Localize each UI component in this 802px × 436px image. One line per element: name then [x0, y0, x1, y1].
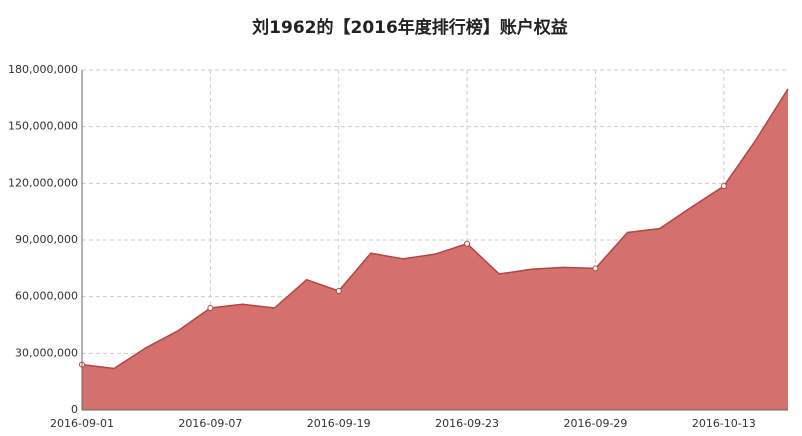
- line: [81, 88, 789, 370]
- point: [720, 183, 727, 190]
- y-tick-label: 30,000,000: [15, 346, 78, 359]
- x-tick-label: 2016-09-01: [50, 417, 114, 430]
- x-tick-label: 2016-09-23: [435, 417, 499, 430]
- point: [335, 288, 342, 294]
- point: [207, 305, 214, 311]
- x-tick-label: 2016-09-19: [307, 417, 371, 430]
- chart-title: 刘1962的【2016年度排行榜】账户权益: [252, 17, 568, 38]
- y-tick-label: 150,000,000: [8, 120, 78, 133]
- y-tick-label: 180,000,000: [8, 63, 78, 76]
- x-tick-label: 2016-10-13: [692, 417, 756, 430]
- x-tick-label: 2016-09-07: [178, 417, 242, 430]
- y-tick-label: 90,000,000: [15, 233, 78, 246]
- y-tick-label: 0: [71, 403, 78, 416]
- point: [592, 265, 599, 272]
- point: [464, 240, 471, 247]
- y-tick-label: 60,000,000: [15, 290, 78, 303]
- x-tick-label: 2016-09-29: [563, 417, 627, 430]
- y-tick-label: 120,000,000: [8, 176, 78, 189]
- area: [82, 88, 788, 410]
